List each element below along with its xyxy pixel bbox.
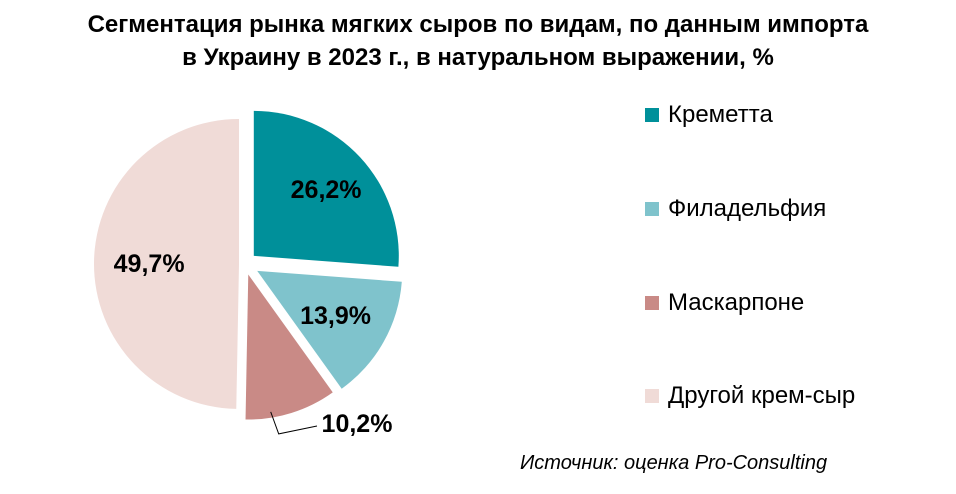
pie-slice-kremetta <box>253 110 399 267</box>
pie-slice-other-cream-cheese <box>94 118 240 409</box>
data-label-kremetta: 26,2% <box>291 176 362 204</box>
legend-label: Креметта <box>668 101 773 128</box>
legend-swatch <box>645 296 659 310</box>
chart-title: Сегментация рынка мягких сыров по видам,… <box>0 8 956 74</box>
chart-title-line-1: Сегментация рынка мягких сыров по видам,… <box>87 11 869 38</box>
legend-swatch <box>645 202 659 216</box>
legend-label: Другой крем-сыр <box>668 382 856 409</box>
pie-slice-philadelphia <box>257 270 402 389</box>
pie-slice-mascarpone <box>245 274 333 420</box>
leader-line <box>270 411 318 435</box>
data-label-other-cream-cheese: 49,7% <box>114 250 185 278</box>
chart-title-line-2: в Украину в 2023 г., в натуральном выраж… <box>182 44 774 71</box>
legend-label: Филадельфия <box>668 195 827 222</box>
legend-swatch <box>645 108 659 122</box>
data-label-mascarpone: 10,2% <box>322 410 393 438</box>
source-note: Источник: оценка Pro-Consulting <box>520 452 828 474</box>
legend-swatch <box>645 389 659 403</box>
legend-label: Маскарпоне <box>668 289 805 316</box>
data-label-philadelphia: 13,9% <box>300 302 371 330</box>
